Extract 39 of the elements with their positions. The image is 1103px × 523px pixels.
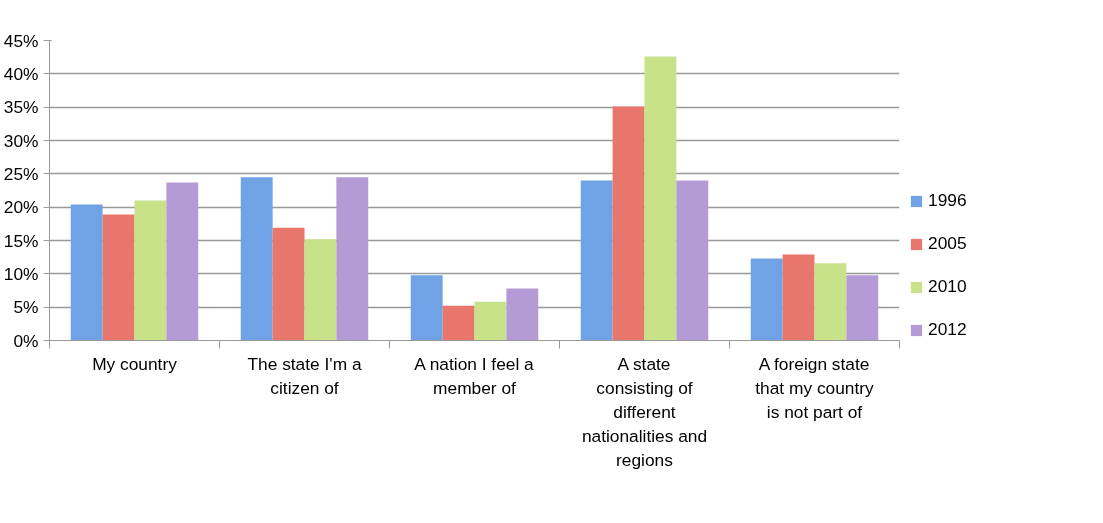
x-tick-label: My country <box>92 353 178 374</box>
y-tick-label: 45% <box>3 30 39 51</box>
y-tick-label: 35% <box>3 97 39 118</box>
bar <box>750 258 783 341</box>
bar <box>506 288 539 341</box>
x-tick-label: The state I'm a citizen of <box>247 353 362 398</box>
bar <box>644 56 677 341</box>
bar <box>166 182 199 341</box>
y-tick-label: 30% <box>3 130 39 151</box>
bar <box>240 177 273 341</box>
bar <box>580 180 613 341</box>
x-tick-label: A state consisting of different nationalities and regions <box>581 353 708 470</box>
y-tick-label: 25% <box>3 163 39 184</box>
y-tick-label: 10% <box>3 263 39 284</box>
bar <box>676 180 709 341</box>
y-tick-label: 20% <box>3 197 39 218</box>
y-tick-label: 5% <box>13 297 39 318</box>
legend-label: 2005 <box>928 233 967 254</box>
bar <box>272 227 305 341</box>
bar <box>304 239 337 341</box>
bar <box>102 214 135 341</box>
bar <box>782 254 815 341</box>
x-tick-label: A nation I feel a member of <box>414 353 535 398</box>
legend-label: 1996 <box>928 190 967 211</box>
bar <box>336 177 369 341</box>
bar <box>70 204 103 341</box>
bar <box>814 263 847 341</box>
bar <box>134 200 167 341</box>
legend-label: 2010 <box>928 276 967 297</box>
bar <box>442 305 475 341</box>
y-tick-label: 0% <box>13 330 39 351</box>
legend-label: 2012 <box>928 319 967 340</box>
y-tick-label: 15% <box>3 230 39 251</box>
bar <box>410 275 443 341</box>
bar <box>846 275 879 341</box>
bar <box>474 301 507 341</box>
x-tick-label: A foreign state that my country is not part of <box>755 353 875 422</box>
y-tick-label: 40% <box>3 63 39 84</box>
bar <box>612 106 645 341</box>
